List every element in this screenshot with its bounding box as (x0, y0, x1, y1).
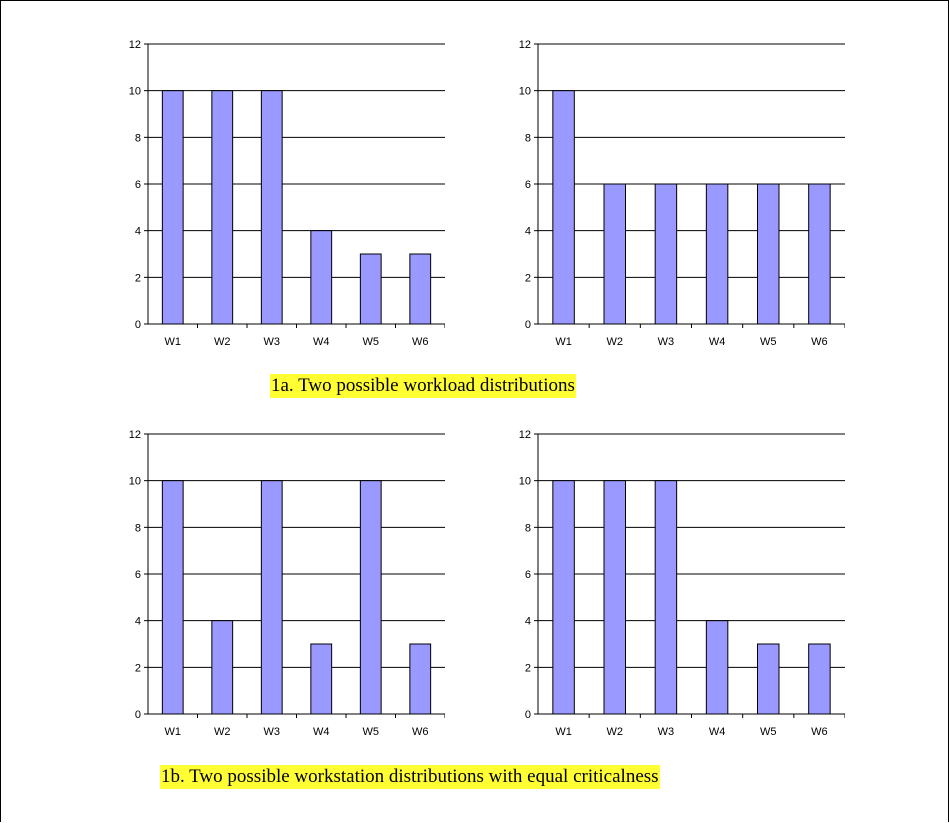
bar-w2 (211, 90, 234, 325)
x-tick-label: W5 (760, 726, 777, 738)
bar-w2 (603, 183, 626, 325)
x-tick-label: W2 (214, 726, 231, 738)
caption-1a: 1a. Two possible workload distributions (270, 374, 576, 398)
y-tick-label: 10 (519, 86, 531, 98)
x-tick-label: W3 (264, 726, 281, 738)
bar-w3 (260, 90, 283, 325)
y-tick-label: 6 (525, 179, 531, 191)
x-tick-label: W2 (214, 336, 231, 348)
y-tick-label: 0 (525, 709, 531, 721)
x-tick-label: W6 (811, 336, 828, 348)
x-tick-label: W4 (709, 336, 726, 348)
bar-w5 (359, 480, 382, 715)
x-tick-label: W1 (555, 726, 572, 738)
bar-w3 (260, 480, 283, 715)
x-tick-label: W6 (412, 726, 429, 738)
bar-w4 (310, 643, 333, 715)
x-tick-label: W4 (709, 726, 726, 738)
y-tick-label: 2 (525, 662, 531, 674)
bar-w6 (409, 253, 432, 325)
y-tick-label: 4 (135, 226, 141, 238)
x-tick-label: W4 (313, 336, 330, 348)
bar-w4 (705, 620, 729, 715)
y-tick-label: 0 (525, 319, 531, 331)
chart-1b-right: 0 2 4 6 8 10 12 W1 W2 W3 W4 W5 W6 (519, 429, 845, 738)
bar-w6 (808, 643, 831, 715)
bar-w3 (654, 480, 678, 715)
chart-1a-left: 0 2 4 6 8 10 12 W1 W2 W3 W4 W5 W6 (129, 39, 445, 348)
bar-w4 (310, 230, 333, 325)
y-tick-label: 2 (525, 272, 531, 284)
y-tick-label: 6 (135, 179, 141, 191)
y-tick-label: 2 (135, 272, 141, 284)
x-tick-label: W5 (363, 336, 380, 348)
y-tick-label: 4 (525, 226, 531, 238)
bar-w1 (552, 90, 575, 325)
x-tick-label: W2 (607, 726, 624, 738)
x-tick-label: W6 (811, 726, 828, 738)
caption-1b: 1b. Two possible workstation distributio… (160, 765, 660, 789)
y-tick-label: 4 (135, 616, 141, 628)
x-tick-label: W4 (313, 726, 330, 738)
y-tick-label: 12 (129, 39, 141, 51)
bar-w6 (808, 183, 831, 325)
y-tick-label: 2 (135, 662, 141, 674)
bar-w1 (552, 480, 575, 715)
x-tick-label: W6 (412, 336, 429, 348)
y-tick-label: 0 (135, 709, 141, 721)
x-tick-label: W5 (760, 336, 777, 348)
x-tick-label: W3 (264, 336, 281, 348)
y-tick-label: 8 (525, 522, 531, 534)
y-tick-label: 10 (519, 476, 531, 488)
bar-w4 (705, 183, 729, 325)
bar-w3 (654, 183, 678, 325)
bar-w2 (603, 480, 626, 715)
x-tick-label: W3 (658, 726, 675, 738)
y-tick-label: 12 (519, 39, 531, 51)
x-tick-label: W2 (607, 336, 624, 348)
y-tick-label: 4 (525, 616, 531, 628)
x-tick-label: W1 (555, 336, 572, 348)
y-tick-label: 6 (525, 569, 531, 581)
bar-w5 (359, 253, 382, 325)
y-tick-label: 12 (519, 429, 531, 441)
x-tick-label: W1 (165, 336, 182, 348)
y-tick-label: 12 (129, 429, 141, 441)
y-tick-label: 8 (135, 522, 141, 534)
chart-1b-left: 0 2 4 6 8 10 12 W1 W2 W3 W4 W5 W6 (129, 429, 445, 738)
bar-w5 (757, 183, 780, 325)
bar-w2 (211, 620, 234, 715)
y-tick-label: 8 (135, 132, 141, 144)
x-tick-label: W3 (658, 336, 675, 348)
y-tick-label: 10 (129, 86, 141, 98)
bar-w5 (757, 643, 780, 715)
bar-w1 (161, 90, 184, 325)
chart-1a-right: 0 2 4 6 8 10 12 W1 W2 W3 W4 W5 W6 (519, 39, 845, 348)
x-tick-label: W1 (165, 726, 182, 738)
y-tick-label: 8 (525, 132, 531, 144)
bar-w1 (161, 480, 184, 715)
bar-w6 (409, 643, 432, 715)
y-tick-label: 6 (135, 569, 141, 581)
y-tick-label: 10 (129, 476, 141, 488)
y-tick-label: 0 (135, 319, 141, 331)
x-tick-label: W5 (363, 726, 380, 738)
